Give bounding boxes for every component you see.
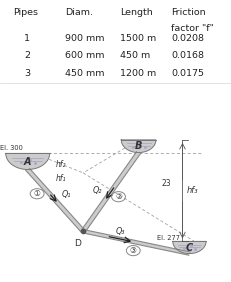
Polygon shape: [173, 241, 206, 254]
Text: ②: ②: [115, 192, 122, 201]
Text: 1500 m: 1500 m: [120, 34, 156, 43]
Polygon shape: [26, 169, 85, 232]
Text: El. 300: El. 300: [0, 145, 23, 151]
Text: Diam.: Diam.: [65, 8, 93, 17]
Text: D: D: [74, 239, 81, 248]
Text: 1: 1: [24, 34, 30, 43]
Text: Friction: Friction: [171, 8, 206, 17]
Text: hf₃: hf₃: [187, 186, 199, 195]
Text: B: B: [135, 142, 142, 151]
Text: Q₁: Q₁: [62, 190, 71, 199]
Text: El. 277: El. 277: [157, 235, 180, 241]
Polygon shape: [121, 140, 156, 153]
Polygon shape: [82, 230, 190, 255]
Text: 1200 m: 1200 m: [120, 69, 156, 78]
Text: 0.0168: 0.0168: [171, 51, 204, 60]
Text: A: A: [24, 157, 31, 167]
Text: factor "f": factor "f": [171, 24, 214, 33]
Text: 23: 23: [161, 179, 171, 188]
Text: 0.0208: 0.0208: [171, 34, 204, 43]
Text: Q₂: Q₂: [93, 186, 103, 195]
Text: 450 mm: 450 mm: [65, 69, 104, 78]
Text: Pipes: Pipes: [13, 8, 38, 17]
Text: C: C: [186, 243, 193, 253]
Text: 3: 3: [24, 69, 30, 78]
Polygon shape: [81, 152, 141, 232]
Text: ①: ①: [34, 189, 41, 198]
Text: 2: 2: [24, 51, 30, 60]
Text: ③: ③: [130, 246, 137, 255]
Text: Q₃: Q₃: [116, 228, 125, 236]
Polygon shape: [6, 153, 50, 169]
Text: 450 m: 450 m: [120, 51, 150, 60]
Text: hf₁: hf₁: [55, 174, 66, 183]
Text: 600 mm: 600 mm: [65, 51, 104, 60]
Text: Length: Length: [120, 8, 153, 17]
Text: 0.0175: 0.0175: [171, 69, 204, 78]
Text: 900 mm: 900 mm: [65, 34, 104, 43]
Text: hf₂: hf₂: [55, 160, 66, 169]
